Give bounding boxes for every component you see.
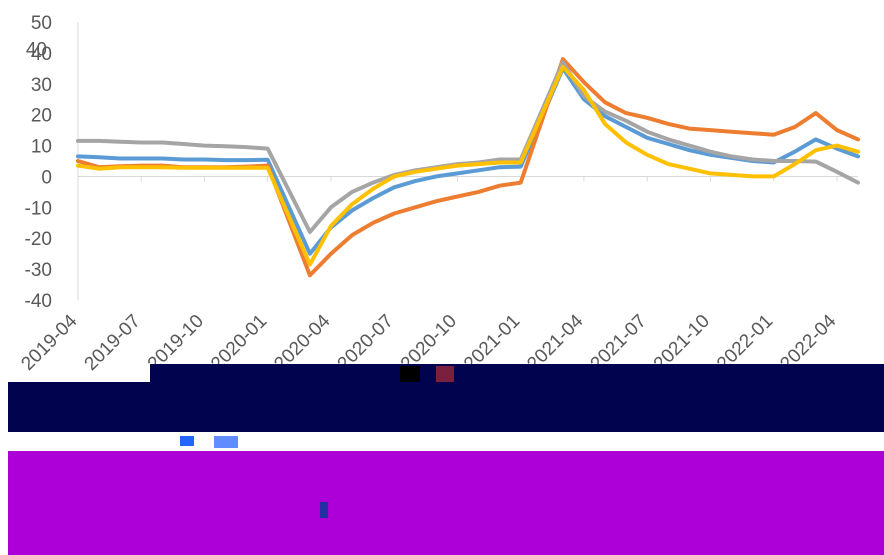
y-tick-label: 40 [26, 39, 47, 60]
y-tick-label: -40 [25, 291, 52, 312]
glitch-artifact [436, 366, 454, 382]
y-tick-label: -10 [25, 198, 52, 219]
glitch-block-navy [8, 382, 884, 432]
chart-series [76, 57, 860, 278]
y-tick-label: 40 [31, 44, 52, 65]
x-tick-label: 2019-07 [81, 311, 145, 375]
glitch-gap [8, 432, 884, 451]
glitch-block-purple [8, 451, 884, 555]
y-tick-label: 50 [31, 13, 52, 34]
series-line-4 [76, 64, 860, 267]
glitch-artifact [214, 436, 238, 448]
glitch-artifact [400, 366, 420, 382]
y-tick-labels: -40 -30 -20 -10 0 10 20 30 40 50 40 [25, 13, 52, 312]
y-tick-label: 30 [31, 75, 52, 96]
series-line-1 [76, 66, 860, 256]
y-tick-label: 20 [31, 106, 52, 127]
y-tick-label: 10 [31, 137, 52, 158]
y-tick-label: 0 [41, 167, 52, 188]
x-tick-label: 2019-04 [17, 310, 81, 374]
y-tick-label: -30 [25, 260, 52, 281]
series-line-3 [76, 60, 860, 234]
glitch-artifact [180, 436, 194, 446]
glitch-artifact [320, 502, 328, 518]
y-tick-label: -20 [25, 229, 52, 250]
